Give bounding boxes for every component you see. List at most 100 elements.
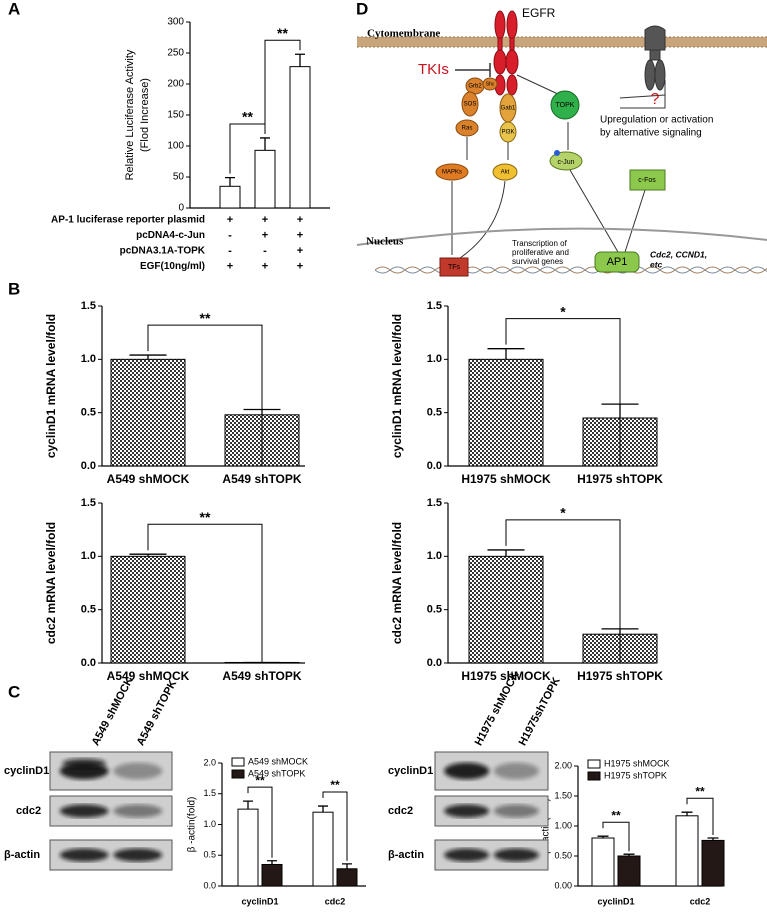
inhibitor-label: TKIs xyxy=(418,61,449,78)
error-bar xyxy=(225,176,235,187)
alt-label: by alternative signaling xyxy=(600,128,702,139)
significance-bracket xyxy=(322,791,348,861)
bar xyxy=(468,358,544,467)
y-tick-label: 0.5 xyxy=(427,407,442,419)
ap1-label: AP1 xyxy=(607,256,628,268)
y-tick-label: 1.0 xyxy=(81,353,96,365)
legend-swatch xyxy=(231,757,245,767)
blot-row-label: β-actin xyxy=(4,849,40,861)
x-tick-label: H1975 shTOPK xyxy=(577,472,663,486)
y-tick-label: 0.00 xyxy=(554,880,572,890)
y-tick-label: 2.0 xyxy=(203,757,216,767)
adaptor-label: SOS xyxy=(464,102,477,108)
legend-swatch xyxy=(587,771,601,781)
panel-label: D xyxy=(356,0,368,18)
y-tick-label: 1.5 xyxy=(81,497,96,509)
adaptor-label: PI3K xyxy=(501,130,514,136)
legend-label: H1975 shTOPK xyxy=(604,770,667,780)
significance-bracket xyxy=(264,39,301,134)
bar xyxy=(261,863,283,887)
bar xyxy=(617,855,641,887)
arrows xyxy=(451,74,666,259)
significance-bracket xyxy=(505,519,621,663)
dna xyxy=(375,262,767,274)
bar xyxy=(254,149,276,209)
significance-label: * xyxy=(560,303,566,319)
blot-lane-label: A549 shTOPK xyxy=(135,678,180,748)
cjun xyxy=(549,151,583,171)
error-bar xyxy=(342,863,352,869)
blot-band xyxy=(444,762,490,780)
bar xyxy=(468,555,544,664)
y-tick-label: 2.00 xyxy=(554,760,572,770)
error-bar xyxy=(267,860,277,865)
alt-receptor xyxy=(644,25,666,91)
blot-row-label: β-actin xyxy=(388,849,424,861)
panel-label: A xyxy=(8,0,20,18)
transcription-label: proliferative and xyxy=(512,248,569,257)
bar xyxy=(289,66,311,209)
error-bar xyxy=(129,354,167,360)
condition-mark: + xyxy=(297,260,303,272)
significance-bracket xyxy=(147,523,263,663)
error-bar xyxy=(623,853,635,856)
blot-band xyxy=(493,848,539,862)
akt xyxy=(492,163,518,181)
x-tick-label: A549 shMOCK xyxy=(107,472,190,486)
bar xyxy=(110,555,186,664)
error-bar xyxy=(707,837,719,841)
x-tick-label: H1975 shMOCK xyxy=(461,669,551,683)
nuclear-envelope xyxy=(356,227,767,246)
condition-mark: - xyxy=(228,229,232,241)
y-tick-label: 0.0 xyxy=(81,657,96,669)
blot-row-label: cdc2 xyxy=(16,805,41,817)
blot-band xyxy=(59,848,109,862)
transcription-label: Transcription of xyxy=(512,239,568,248)
error-bar xyxy=(597,835,609,838)
error-bar xyxy=(295,53,305,67)
condition-mark: + xyxy=(297,245,303,257)
pathway-diagram: Cytomembrane EGFR TKIs Grb2 Shc SOS Ras … xyxy=(356,6,767,277)
blot-band xyxy=(444,848,490,862)
condition-mark: - xyxy=(228,245,232,257)
x-tick-label: cyclinD1 xyxy=(241,896,278,906)
y-axis-label: cyclinD1 mRNA level/fold xyxy=(390,314,404,458)
significance-bracket xyxy=(247,786,273,858)
legend-label: A549 shTOPK xyxy=(248,768,305,778)
inhibition xyxy=(455,63,491,77)
significance-bracket xyxy=(686,797,714,835)
blot-row-label: cyclinD1 xyxy=(4,765,49,777)
bar xyxy=(336,868,358,887)
y-tick-label: 1.5 xyxy=(427,300,442,312)
y-tick-label: 1.0 xyxy=(427,550,442,562)
panel-label: C xyxy=(8,682,20,701)
significance-bracket xyxy=(147,324,263,466)
legend-swatch xyxy=(231,769,245,779)
y-axis-label: (Flod Increase) xyxy=(139,78,151,152)
blot-lane-label: A549 shMOCK xyxy=(90,675,136,748)
x-tick-label: A549 shTOPK xyxy=(222,669,301,683)
condition-label: AP-1 luciferase reporter plasmid xyxy=(51,215,205,226)
bar xyxy=(237,808,259,887)
targets-label: etc xyxy=(650,259,663,269)
panel-label: B xyxy=(8,279,20,298)
significance-label: ** xyxy=(200,509,211,525)
blot-row-label: cdc2 xyxy=(388,805,413,817)
significance-bracket xyxy=(602,821,630,852)
question: ? xyxy=(651,91,660,108)
bar xyxy=(312,811,334,887)
y-tick-label: 1.50 xyxy=(554,790,572,800)
x-tick-label: cyclinD1 xyxy=(597,896,634,906)
blot-band xyxy=(113,848,163,862)
bar xyxy=(110,358,186,467)
error-bar xyxy=(260,137,270,151)
y-tick-label: 1.5 xyxy=(203,788,216,798)
y-tick-label: 0 xyxy=(178,203,184,214)
cfos xyxy=(629,169,666,191)
error-bar xyxy=(129,553,167,557)
significance-label: * xyxy=(560,505,566,521)
y-axis-label: cdc2 mRNA level/fold xyxy=(390,522,404,644)
significance-label: ** xyxy=(242,109,253,125)
y-tick-label: 50 xyxy=(173,172,185,183)
